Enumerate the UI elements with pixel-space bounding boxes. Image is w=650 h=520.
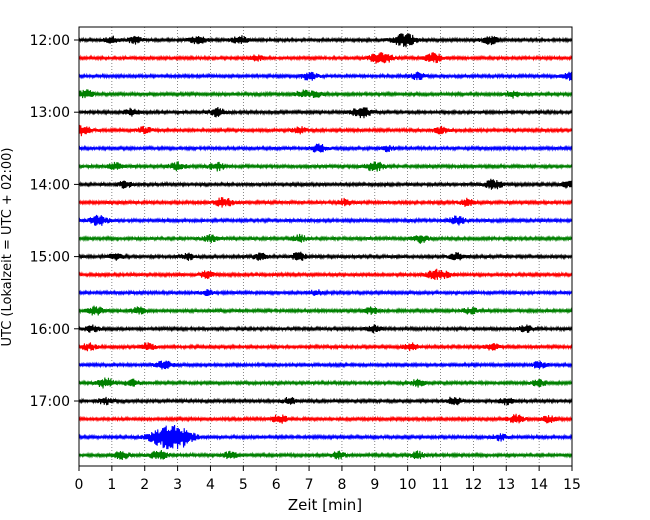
trace-19: [78, 377, 573, 389]
y-tick-label-5: 17:00: [30, 394, 70, 410]
y-tick-label-0: 12:00: [30, 33, 70, 49]
x-tick-label-12: 12: [464, 477, 482, 493]
y-tick-label-3: 15:00: [30, 250, 70, 266]
trace-2: [78, 71, 573, 82]
trace-0: [78, 33, 573, 48]
trace-3: [78, 89, 573, 99]
trace-14: [78, 289, 573, 297]
trace-13: [78, 268, 573, 281]
trace-group: [78, 33, 573, 460]
trace-15: [78, 305, 573, 316]
trace-6: [78, 143, 573, 153]
x-tick-label-9: 9: [370, 477, 379, 493]
trace-1: [78, 52, 573, 64]
trace-8: [78, 178, 573, 190]
x-axis-label: Zeit [min]: [288, 496, 362, 514]
y-axis-ticks: 12:00 13:00 14:00 15:00 16:00 17:00: [30, 33, 79, 410]
y-tick-label-2: 14:00: [30, 177, 70, 193]
x-tick-label-8: 8: [337, 477, 346, 493]
y-tick-label-4: 16:00: [30, 322, 70, 338]
trace-11: [78, 233, 573, 244]
trace-5: [78, 124, 573, 137]
x-tick-label-4: 4: [206, 477, 215, 493]
x-tick-label-10: 10: [399, 477, 417, 493]
y-axis-label: UTC (Lokalzeit = UTC + 02:00): [0, 148, 15, 347]
plot-background: [79, 27, 572, 466]
x-tick-label-0: 0: [75, 477, 84, 493]
trace-18: [78, 360, 573, 370]
trace-20: [78, 396, 573, 406]
x-tick-label-3: 3: [173, 477, 182, 493]
trace-17: [78, 342, 573, 352]
plot-frame: [78, 26, 573, 467]
trace-12: [78, 251, 573, 261]
x-tick-label-5: 5: [239, 477, 248, 493]
trace-21: [78, 413, 573, 424]
trace-7: [78, 161, 573, 172]
x-tick-label-13: 13: [497, 477, 515, 493]
y-tick-label-1: 13:00: [30, 105, 70, 121]
x-tick-label-11: 11: [432, 477, 450, 493]
trace-9: [78, 197, 573, 208]
x-tick-label-2: 2: [140, 477, 149, 493]
trace-16: [78, 324, 573, 334]
x-axis-ticks: 0 1 2 3 4 5 6 7 8 9 10 11 12 13 14 15: [75, 466, 581, 493]
x-tick-label-1: 1: [107, 477, 116, 493]
x-tick-label-15: 15: [563, 477, 581, 493]
trace-22: [78, 424, 573, 450]
x-tick-label-14: 14: [530, 477, 548, 493]
trace-10: [78, 214, 573, 226]
trace-23: [78, 450, 573, 460]
grid-lines: [111, 27, 540, 466]
trace-4: [78, 107, 573, 119]
x-tick-label-7: 7: [305, 477, 314, 493]
x-tick-label-6: 6: [272, 477, 281, 493]
